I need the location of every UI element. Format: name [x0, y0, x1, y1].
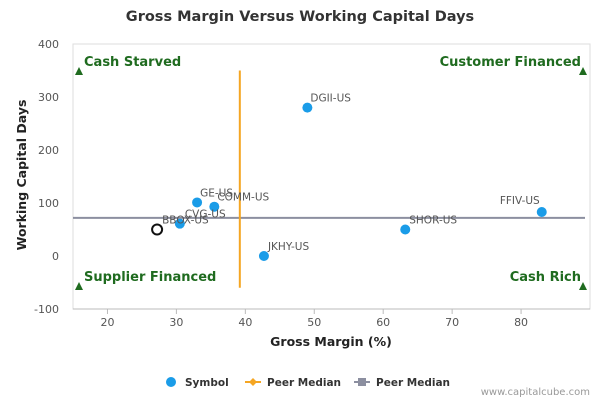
data-point-label: FFIV-US: [500, 195, 540, 207]
data-point-label: GE-US: [200, 187, 233, 199]
y-tick-label: 300: [38, 91, 59, 104]
data-point-label: SHOR-US: [409, 215, 457, 227]
quadrant-triangle-icon: [579, 282, 587, 290]
data-point: [174, 218, 185, 229]
legend-marker-square: [358, 378, 366, 386]
x-tick-label: 30: [169, 316, 183, 329]
x-axis-title: Gross Margin (%): [270, 334, 392, 349]
quadrant-triangle-icon: [75, 67, 83, 75]
x-axis-ticks: 20 30 40 50 60 70 80: [100, 309, 528, 329]
legend-marker-circle: [166, 377, 176, 387]
legend: Symbol Peer Median Peer Median: [166, 377, 450, 389]
y-tick-label: 0: [52, 250, 59, 263]
x-tick-label: 70: [445, 316, 459, 329]
watermark-text: www.capitalcube.com: [481, 387, 590, 398]
y-tick-label: 200: [38, 144, 59, 157]
x-tick-label: 80: [514, 316, 528, 329]
x-tick-label: 20: [100, 316, 114, 329]
quadrant-label: Cash Starved: [84, 55, 181, 70]
y-tick-label: 400: [38, 38, 59, 51]
quadrant-triangle-icon: [579, 67, 587, 75]
legend-marker-diamond: [249, 378, 257, 386]
x-tick-label: 40: [238, 316, 252, 329]
legend-label: Peer Median: [267, 377, 341, 389]
quadrant-triangle-icon: [75, 282, 83, 290]
chart-title: Gross Margin Versus Working Capital Days: [126, 9, 474, 25]
plot-area: [72, 43, 591, 310]
data-point: [258, 251, 269, 261]
quadrant-label: Cash Rich: [510, 270, 581, 285]
quadrant-label: Supplier Financed: [84, 270, 216, 285]
data-point-label: BBOX-US: [162, 215, 209, 227]
quadrant-label: Customer Financed: [440, 55, 581, 70]
legend-label: Symbol: [185, 377, 229, 389]
legend-label: Peer Median: [376, 377, 450, 389]
data-point-label: CVG-US: [185, 209, 226, 221]
data-point-label: JKHY-US: [267, 241, 310, 253]
y-tick-label: 100: [38, 197, 59, 210]
data-point: [400, 224, 411, 235]
y-axis-title: Working Capital Days: [14, 100, 29, 251]
data-point-highlighted: [151, 223, 164, 236]
quadrant-labels: Cash Starved Customer Financed Supplier Fi…: [75, 55, 587, 290]
data-point: [302, 102, 313, 113]
data-point-label: COMM-US: [217, 192, 269, 204]
data-point: [192, 197, 203, 208]
peer-median-lines: [73, 70, 585, 288]
y-axis-ticks: -100 0 100 200 300 400: [34, 38, 59, 316]
x-tick-label: 60: [376, 316, 390, 329]
data-point: [536, 207, 547, 218]
x-tick-label: 50: [307, 316, 321, 329]
data-point: [209, 201, 220, 212]
data-point-label: DGII-US: [310, 93, 351, 105]
y-tick-label: -100: [34, 303, 59, 316]
